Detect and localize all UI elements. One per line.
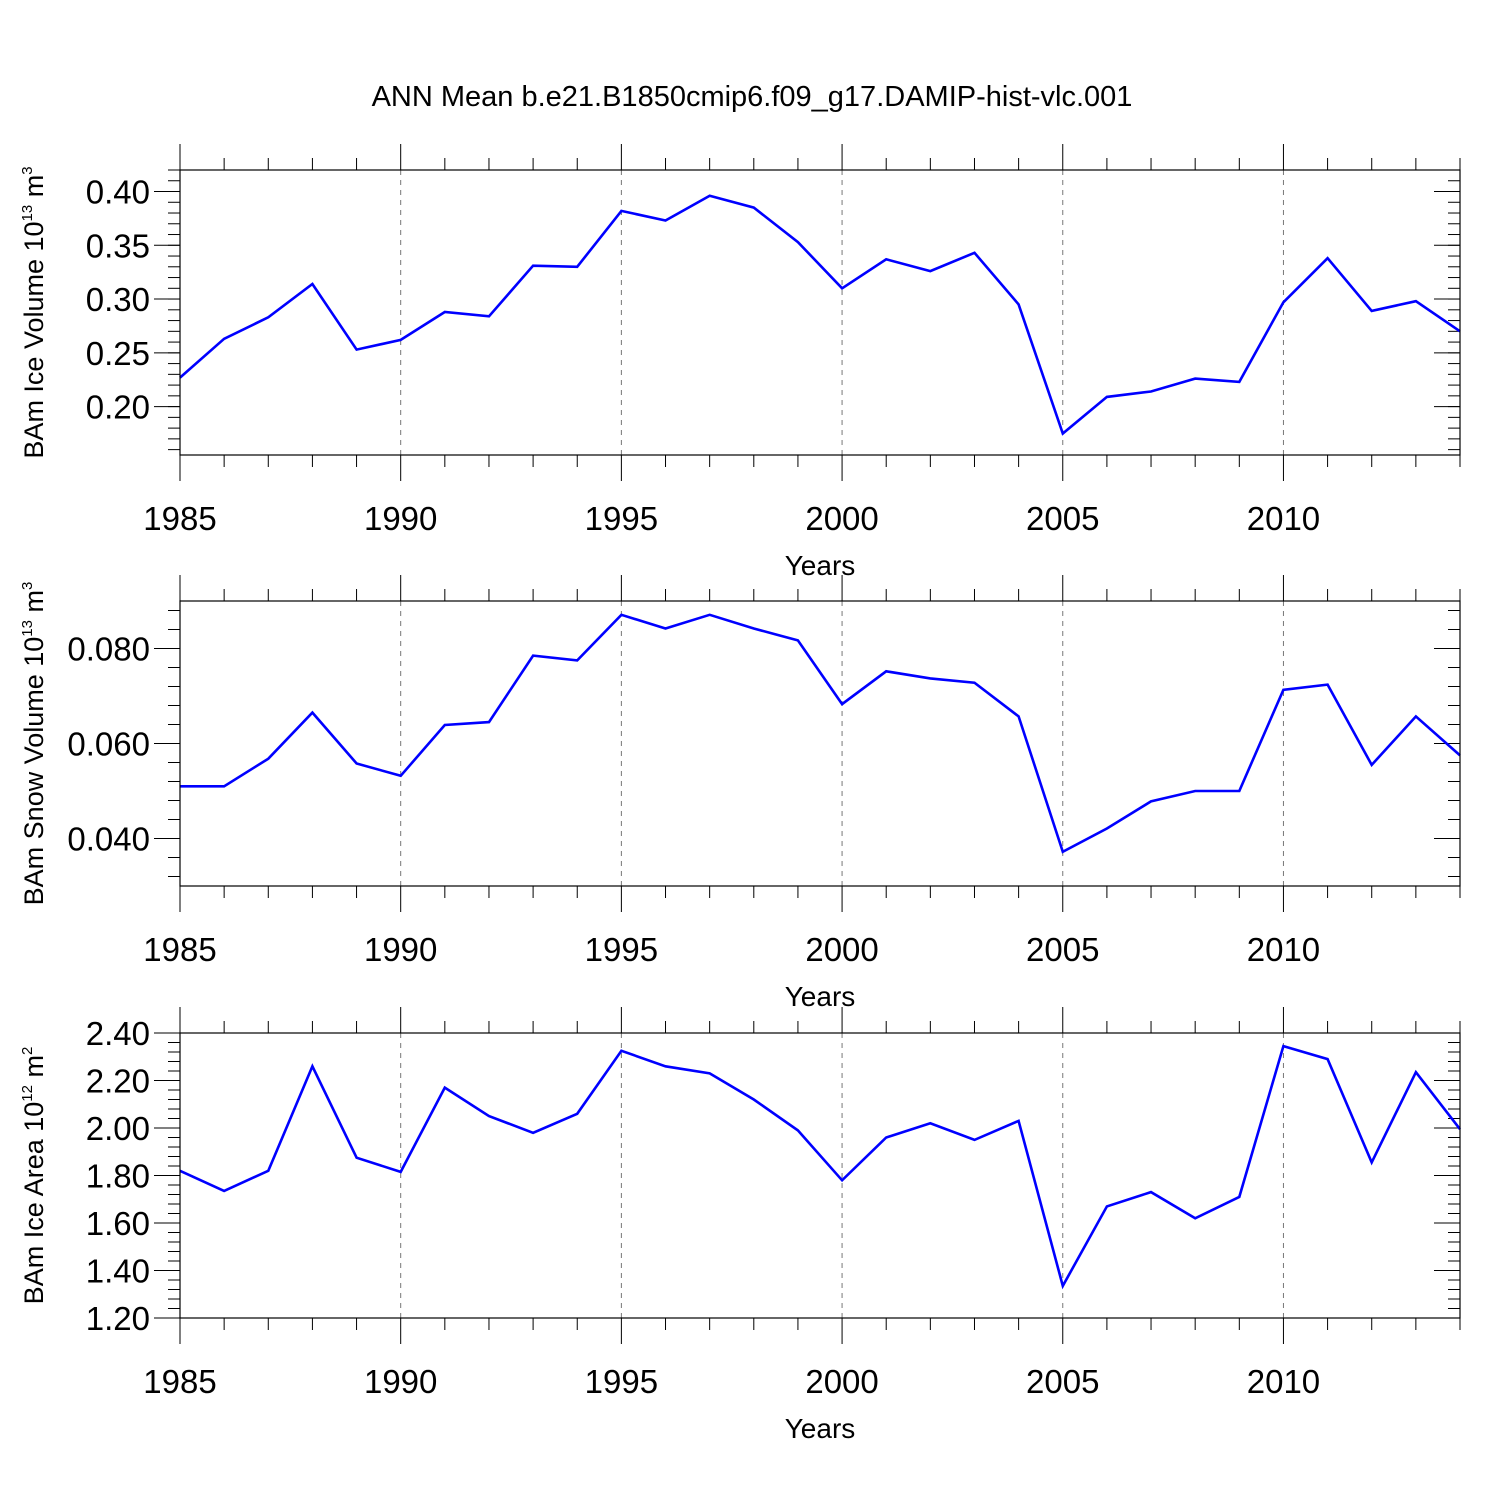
y-tick-label: 0.35: [86, 227, 150, 264]
x-tick-label: 2005: [1026, 931, 1099, 968]
x-axis-label: Years: [785, 981, 856, 1012]
plot-frame: [179, 600, 1461, 887]
chart-panel-2: 0.040 0.060 0.080 1985 1990 1995 2000 2005 2010 Y…: [19, 575, 1461, 1012]
x-tick-label: 1995: [585, 500, 658, 537]
y-axis-label-unit-exponent: 3: [19, 166, 36, 174]
x-tick-label: 2000: [805, 500, 878, 537]
y-axis-label: BAm Snow Volume 1013 m3: [19, 582, 49, 906]
y-tick-label: 0.25: [86, 335, 150, 372]
panels: 0.20 0.25 0.30 0.35 0.40 1985 1990 1995 2000 2005…: [19, 144, 1462, 1444]
chart-panel-3: 1.20 1.40 1.60 1.80 2.00 2.20 2.40 1985 1990 1995…: [19, 1007, 1462, 1444]
data-line: [179, 1044, 1462, 1290]
x-tick-label: 2010: [1247, 500, 1320, 537]
y-tick-label: 1.80: [86, 1158, 150, 1195]
plot-frame: [179, 1032, 1461, 1319]
x-tick-label: 2010: [1247, 931, 1320, 968]
x-tick-label: 1985: [143, 500, 216, 537]
chart-panel-1: 0.20 0.25 0.30 0.35 0.40 1985 1990 1995 2000 2005…: [19, 144, 1461, 581]
plot-frame: [179, 169, 1461, 456]
y-axis-label-unit: m: [19, 175, 49, 205]
y-tick-label: 1.20: [86, 1300, 150, 1337]
y-axis-label-text: BAm Ice Area 10: [19, 1102, 49, 1305]
x-tick-label: 2000: [805, 931, 878, 968]
data-line: [180, 613, 1461, 854]
y-axis-label-unit-exponent: 3: [19, 582, 36, 590]
y-axis-label-exponent: 12: [19, 1085, 36, 1102]
y-axis-label-text: BAm Snow Volume 10: [19, 637, 49, 906]
y-axis-label-unit-exponent: 2: [19, 1047, 36, 1055]
x-tick-label: 2010: [1247, 1363, 1320, 1400]
y-axis-label: BAm Ice Area 1012 m2: [19, 1047, 49, 1305]
y-axis-label: BAm Ice Volume 1013 m3: [19, 166, 49, 458]
y-tick-label: 2.40: [86, 1015, 150, 1052]
y-tick-label: 1.60: [86, 1205, 150, 1242]
y-tick-label: 0.040: [67, 821, 150, 858]
x-axis-label: Years: [785, 550, 856, 581]
y-tick-label: 1.40: [86, 1253, 150, 1290]
x-tick-label: 2005: [1026, 500, 1099, 537]
y-tick-label: 0.30: [86, 281, 150, 318]
y-axis-label-unit: m: [19, 590, 49, 620]
y-axis-label-text: BAm Ice Volume 10: [19, 221, 49, 458]
x-tick-label: 1990: [364, 500, 437, 537]
y-tick-label: 0.060: [67, 726, 150, 763]
y-axis-label-exponent: 13: [19, 205, 36, 222]
figure-title: ANN Mean b.e21.B1850cmip6.f09_g17.DAMIP-…: [372, 81, 1133, 113]
data-line: [179, 194, 1461, 436]
y-axis-label-unit: m: [19, 1055, 49, 1085]
y-axis-label-exponent: 13: [19, 620, 36, 637]
y-tick-label: 0.40: [86, 174, 150, 211]
x-tick-label: 1990: [364, 931, 437, 968]
x-tick-label: 1985: [143, 1363, 216, 1400]
y-tick-label: 0.080: [67, 631, 150, 668]
y-tick-label: 0.20: [86, 389, 150, 426]
x-axis-label: Years: [785, 1413, 856, 1444]
y-tick-label: 2.00: [86, 1110, 150, 1147]
x-tick-label: 1985: [143, 931, 216, 968]
x-tick-label: 1995: [585, 931, 658, 968]
x-tick-label: 2005: [1026, 1363, 1099, 1400]
x-tick-label: 2000: [805, 1363, 878, 1400]
y-tick-label: 2.20: [86, 1063, 150, 1100]
x-tick-label: 1990: [364, 1363, 437, 1400]
x-tick-label: 1995: [585, 1363, 658, 1400]
